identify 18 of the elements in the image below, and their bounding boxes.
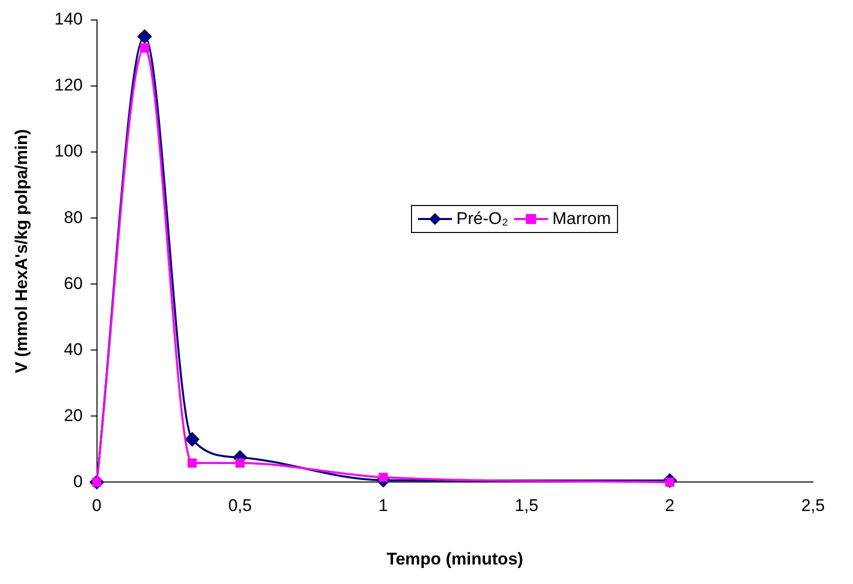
x-tick-label: 1 — [378, 496, 388, 516]
legend-label: Marrom — [552, 208, 611, 229]
y-tick-label: 20 — [64, 406, 83, 425]
y-tick-label: 0 — [73, 472, 83, 491]
x-tick-label: 1,5 — [514, 496, 538, 516]
x-tick-label: 2,5 — [801, 496, 825, 516]
legend-label: Pré-O₂ — [456, 208, 508, 229]
x-axis-title: Tempo (minutos) — [386, 549, 524, 568]
x-tick-label: 2 — [665, 496, 674, 516]
y-tick-label: 100 — [54, 142, 83, 161]
y-tick-label: 120 — [54, 76, 83, 95]
x-tick-label: 0,5 — [228, 496, 252, 516]
y-tick-label: 80 — [64, 208, 83, 227]
x-tick-label: 0 — [92, 496, 102, 516]
y-tick-label: 60 — [64, 274, 83, 293]
y-axis-title: V (mmol HexA's/kg polpa/min) — [12, 129, 31, 374]
y-tick-label: 40 — [64, 340, 83, 359]
y-tick-label: 140 — [54, 10, 83, 29]
